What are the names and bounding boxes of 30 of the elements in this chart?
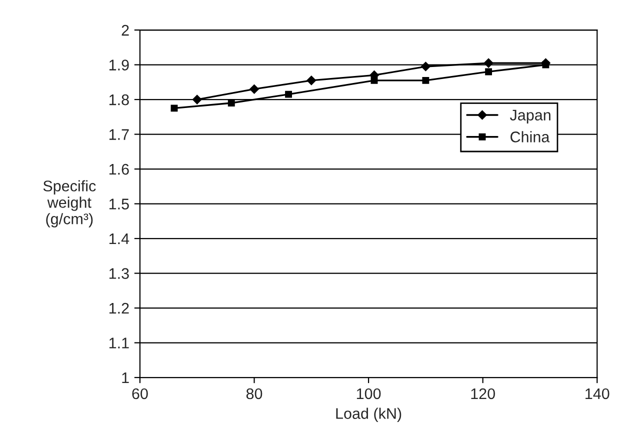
- y-tick-label: 1.2: [109, 302, 129, 314]
- y-axis-title: Specific weight (g/cm³): [43, 180, 96, 228]
- legend-label: Japan: [510, 110, 550, 124]
- point: [192, 94, 202, 104]
- x-tick-label: 60: [132, 388, 148, 400]
- point: [285, 90, 292, 98]
- y-tick-label: 1.7: [109, 129, 129, 140]
- y-tick-label: 1.8: [109, 94, 129, 106]
- point: [306, 76, 316, 86]
- x-tick-label: 100: [356, 388, 381, 400]
- x-tick-label: 80: [246, 388, 262, 400]
- y-tick-label: 1.9: [109, 60, 129, 70]
- point: [421, 62, 430, 72]
- y-tick-label: 1.5: [109, 198, 129, 210]
- legend-label: China: [510, 131, 550, 142]
- y-tick-label: 2: [122, 24, 129, 36]
- x-tick-label: 120: [471, 388, 495, 400]
- point: [485, 68, 492, 76]
- point: [228, 100, 235, 106]
- point: [250, 84, 259, 94]
- x-tick-label: 140: [586, 388, 610, 400]
- y-tick-label: 1.3: [109, 268, 129, 279]
- y-tick-label: 1.4: [109, 234, 130, 244]
- y-tick-label: 1.6: [109, 164, 129, 175]
- y-tick-label: 1: [122, 372, 129, 384]
- point: [422, 76, 430, 84]
- x-axis-title: Load (kN): [336, 408, 402, 422]
- point: [484, 58, 494, 68]
- point: [170, 104, 178, 112]
- y-tick-label: 1.1: [109, 338, 129, 348]
